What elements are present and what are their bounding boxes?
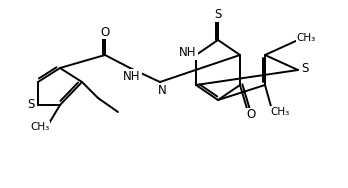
Text: N: N (158, 83, 166, 96)
Text: S: S (301, 61, 309, 74)
Text: NH: NH (179, 46, 197, 59)
Text: O: O (100, 26, 110, 39)
Text: S: S (27, 99, 35, 111)
Text: O: O (246, 108, 256, 121)
Text: CH₃: CH₃ (270, 107, 290, 117)
Text: S: S (214, 8, 222, 21)
Text: CH₃: CH₃ (296, 33, 316, 43)
Text: NH: NH (123, 70, 141, 83)
Text: CH₃: CH₃ (30, 122, 50, 132)
